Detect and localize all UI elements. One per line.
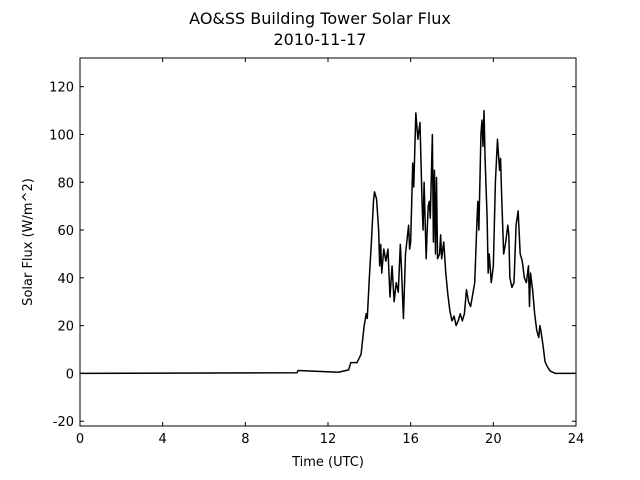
y-tick-label: 20 bbox=[57, 320, 74, 335]
x-tick-label: 24 bbox=[568, 432, 585, 447]
y-tick-label: 60 bbox=[57, 224, 74, 239]
plot-frame bbox=[79, 57, 577, 427]
y-tick-label: 40 bbox=[57, 272, 74, 287]
x-axis-label: Time (UTC) bbox=[291, 455, 364, 470]
y-tick-label: 120 bbox=[49, 81, 74, 96]
data-line bbox=[79, 109, 576, 375]
y-axis-label: Solar Flux (W/m^2) bbox=[21, 178, 36, 306]
x-tick-label: 0 bbox=[76, 432, 84, 447]
chart-subtitle: 2010-11-17 bbox=[274, 30, 367, 49]
x-tick-label: 4 bbox=[159, 432, 167, 447]
y-tick-label: -20 bbox=[53, 415, 74, 430]
x-tick-label: 8 bbox=[241, 432, 249, 447]
y-tick-label: 100 bbox=[49, 128, 74, 143]
x-tick-label: 20 bbox=[485, 432, 502, 447]
y-tick-label: 0 bbox=[66, 367, 74, 382]
chart-title: AO&SS Building Tower Solar Flux bbox=[189, 9, 451, 28]
y-tick-label: 80 bbox=[57, 176, 74, 191]
x-tick-label: 16 bbox=[402, 432, 419, 447]
x-tick-label: 12 bbox=[320, 432, 337, 447]
